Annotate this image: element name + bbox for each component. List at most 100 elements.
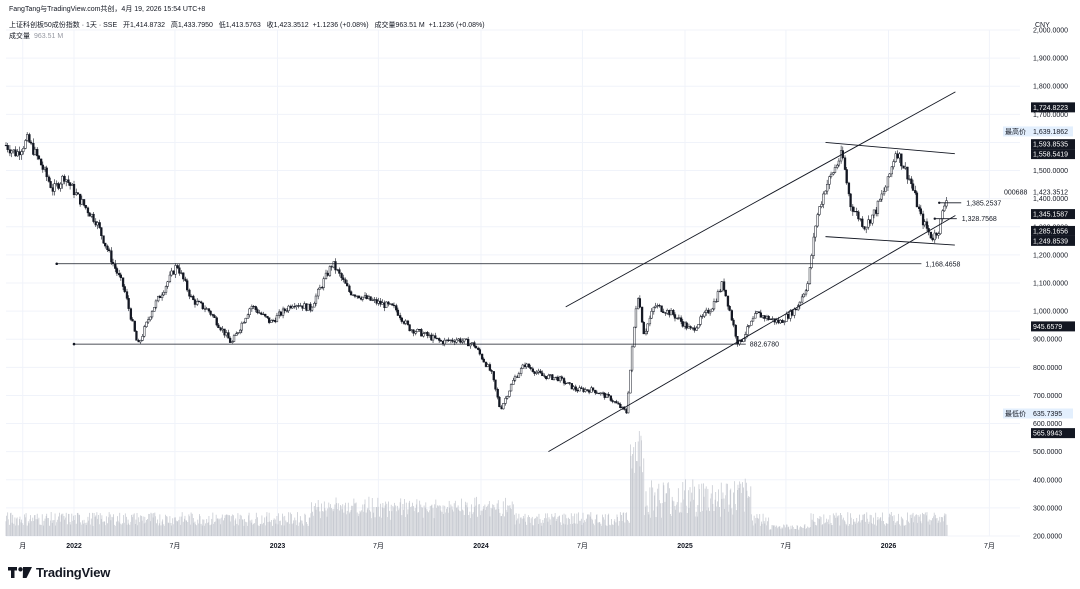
candle-body: [872, 209, 876, 216]
candle-body: [250, 306, 254, 310]
candle-body: [871, 214, 874, 224]
candle-body: [911, 183, 915, 191]
annotation-anchor: [938, 201, 941, 205]
candle-body: [37, 155, 41, 160]
candle-body: [10, 150, 13, 154]
candle-body: [611, 400, 614, 402]
candle-body: [78, 193, 82, 205]
annotation-label: 1,328.7568: [962, 216, 997, 223]
candle-body: [33, 148, 37, 155]
candle-body: [135, 331, 138, 341]
candle-body: [699, 316, 702, 325]
candle-body: [783, 321, 786, 323]
volume-bars: [5, 431, 948, 536]
candle-body: [412, 329, 415, 334]
candle-body: [886, 176, 890, 188]
candle-body: [720, 281, 723, 292]
candle-body: [186, 280, 189, 291]
price-label: 1,558.5419: [1033, 152, 1068, 159]
volume-legend[interactable]: 成交量 963.51 M: [9, 31, 63, 41]
candle-body: [804, 290, 808, 295]
candle-body: [330, 266, 333, 268]
candle-body: [287, 305, 290, 312]
candle-body: [711, 308, 714, 312]
candle-body: [131, 319, 134, 322]
candle-body: [648, 317, 652, 325]
candle-body: [619, 404, 622, 409]
candle-body: [36, 148, 39, 157]
candle-body: [439, 340, 442, 342]
candle-body: [160, 294, 164, 298]
candle-body: [67, 179, 70, 183]
drawings[interactable]: 1,168.4658 882.6780 1,385.2537 1,328.7568: [55, 91, 1001, 453]
currency-label[interactable]: CNY: [1035, 22, 1050, 29]
candle-body: [669, 310, 673, 316]
candle-body: [654, 305, 657, 308]
level-label-support: 882.6780: [750, 342, 779, 349]
candle-body: [295, 305, 298, 307]
close-label: 收: [266, 22, 274, 29]
candle-body: [558, 376, 562, 382]
candle-body: [716, 291, 720, 302]
candle-body: [570, 383, 573, 390]
candle-body: [398, 315, 402, 319]
price-series: [4, 132, 948, 414]
x-tick-label: 月: [19, 542, 26, 550]
candle-body: [779, 320, 782, 324]
candle-body: [496, 388, 499, 398]
candle-body: [467, 339, 470, 347]
candle-body: [754, 313, 757, 319]
candle-body: [211, 314, 214, 316]
candle-body: [92, 213, 95, 222]
annotation-label: 1,385.2537: [966, 200, 1001, 207]
y-tick-label: 600.0000: [1033, 421, 1062, 428]
candle-body: [53, 183, 56, 192]
candle-body: [26, 134, 29, 141]
volume-legend-value: 963.51 M: [34, 33, 64, 40]
candle-body: [943, 205, 946, 212]
candle-body: [438, 338, 441, 341]
candle-body: [586, 389, 589, 391]
candle-body: [20, 151, 23, 156]
candle-body: [652, 307, 655, 312]
y-tick-label: 300.0000: [1033, 505, 1062, 512]
symbol-name[interactable]: 上证科创板50成份指数 · 1天 · SSE: [9, 22, 118, 29]
candle-body: [420, 329, 423, 337]
candle-body: [385, 301, 388, 308]
candle-body: [189, 295, 193, 297]
candle-body: [225, 332, 228, 336]
candle-body: [158, 295, 162, 298]
candle-body: [918, 206, 921, 210]
candle-body: [133, 320, 136, 332]
candle-body: [681, 321, 684, 327]
candle-body: [242, 322, 246, 324]
candle-body: [396, 309, 400, 316]
candle-body: [188, 289, 191, 297]
candle-body: [434, 335, 437, 339]
candle-body: [880, 193, 883, 200]
candle-body: [39, 158, 43, 166]
candle-body: [552, 377, 556, 381]
level-anchor-resistance: [55, 262, 59, 266]
candle-body: [629, 369, 632, 394]
candle-body: [281, 308, 285, 316]
channel-lower-line: [548, 215, 956, 453]
candle-body: [529, 367, 532, 369]
candle-body: [279, 311, 282, 316]
low-value: 1,413.5763: [225, 22, 261, 29]
tradingview-logo[interactable]: TradingView: [8, 565, 110, 580]
candle-body: [107, 249, 111, 252]
candle-body: [207, 308, 211, 312]
candle-body: [865, 226, 868, 230]
symbol-info-bar[interactable]: 上证科创板50成份指数 · 1天 · SSE 开1,414.8732 高1,43…: [9, 20, 485, 30]
volume-label: 成交量: [374, 22, 396, 29]
y-tick-label: 1,000.0000: [1033, 309, 1068, 316]
candle-body: [314, 295, 318, 304]
candle-body: [910, 178, 913, 185]
candle-body: [299, 305, 302, 307]
candle-body: [114, 263, 117, 269]
level-anchor-support: [72, 342, 76, 346]
candle-body: [47, 176, 51, 182]
candle-body: [96, 222, 99, 226]
